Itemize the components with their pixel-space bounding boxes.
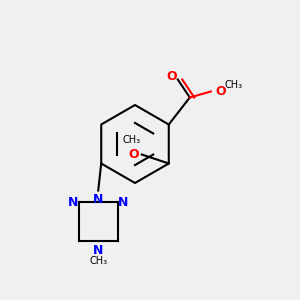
Text: O: O [215, 85, 226, 98]
Text: CH₃: CH₃ [122, 136, 140, 146]
Text: CH₃: CH₃ [89, 256, 107, 266]
Text: N: N [118, 196, 128, 209]
Text: N: N [93, 244, 104, 257]
Text: O: O [167, 70, 177, 83]
Text: N: N [93, 194, 104, 206]
Text: O: O [128, 148, 139, 161]
Text: N: N [68, 196, 79, 209]
Text: CH₃: CH₃ [224, 80, 242, 91]
